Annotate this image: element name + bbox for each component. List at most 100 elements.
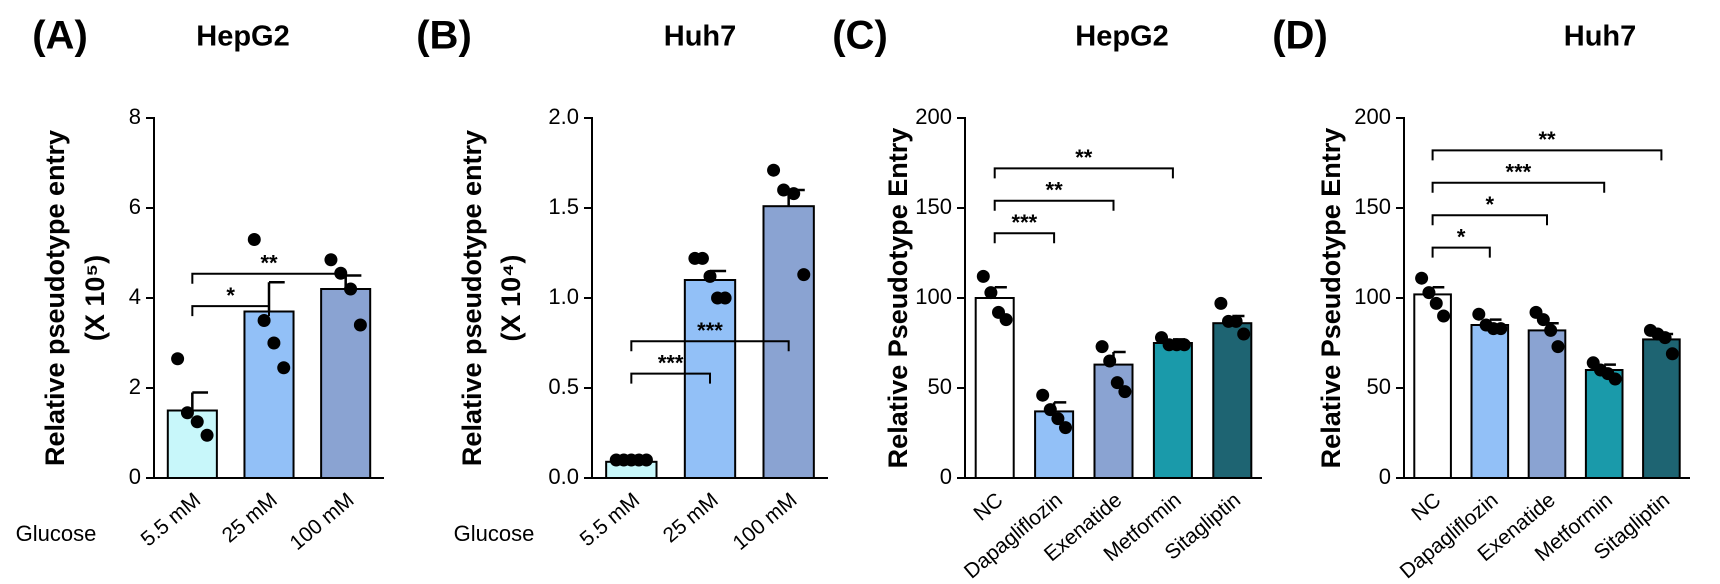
significance-bracket xyxy=(1431,149,1663,161)
data-point xyxy=(777,183,791,197)
data-point xyxy=(1544,323,1558,337)
y-tick-label: 6 xyxy=(129,194,141,219)
x-tick-label: 100 mM xyxy=(286,488,359,554)
significance-bracket xyxy=(1431,246,1491,258)
significance-bracket xyxy=(630,340,790,352)
data-point xyxy=(1095,340,1109,354)
significance-label: ** xyxy=(1538,127,1556,152)
significance-bracket xyxy=(993,199,1115,211)
y-tick-label: 0 xyxy=(1379,464,1391,489)
data-point xyxy=(257,314,271,327)
data-point xyxy=(247,233,261,246)
data-point xyxy=(1103,354,1117,368)
bar xyxy=(974,297,1015,479)
significance-label: *** xyxy=(697,318,723,343)
data-point xyxy=(180,406,194,420)
data-point xyxy=(1429,296,1443,310)
data-point xyxy=(171,352,185,366)
significance-bracket xyxy=(993,232,1056,244)
data-point xyxy=(1229,314,1243,328)
panel-label: (D) xyxy=(1272,14,1328,58)
y-axis-unit: (X 10⁵) xyxy=(80,255,110,341)
data-point xyxy=(1494,322,1508,336)
significance-label: * xyxy=(1457,224,1466,249)
data-point xyxy=(267,336,281,350)
data-point xyxy=(324,253,338,267)
data-point xyxy=(976,269,990,283)
bar xyxy=(1212,322,1253,480)
y-tick-label: 150 xyxy=(915,194,952,219)
x-tick-label: NC xyxy=(969,488,1007,525)
data-point xyxy=(200,428,214,442)
y-tick-label: 2.0 xyxy=(548,104,579,129)
panel-title: HepG2 xyxy=(196,21,289,53)
y-axis-label: Relative Pseudotype Entry xyxy=(883,128,913,469)
x-tick-label: Dapagliflozin xyxy=(1396,488,1503,583)
data-point xyxy=(1415,271,1429,285)
data-point xyxy=(1608,372,1622,386)
data-point xyxy=(639,453,653,467)
data-point xyxy=(1472,307,1486,321)
data-point xyxy=(1051,412,1065,426)
bar xyxy=(320,288,372,479)
data-point xyxy=(1059,421,1073,435)
x-tick-label: NC xyxy=(1407,488,1445,525)
data-point xyxy=(718,291,732,305)
x-tick-label: 25 mM xyxy=(659,488,723,547)
significance-bracket xyxy=(1431,214,1548,226)
y-tick-label: 0 xyxy=(129,464,141,489)
y-axis-unit: (X 10⁴) xyxy=(496,255,526,342)
x-tick-label: 25 mM xyxy=(218,488,282,547)
x-tick-label: 5.5 mM xyxy=(137,488,205,551)
significance-bracket xyxy=(1431,181,1606,193)
significance-bracket xyxy=(993,167,1174,179)
data-point xyxy=(767,163,781,177)
significance-label: ** xyxy=(1046,178,1064,203)
x-tick-label: 5.5 mM xyxy=(576,488,644,551)
bar xyxy=(1152,342,1193,479)
y-tick-label: 50 xyxy=(1367,374,1391,399)
data-point xyxy=(695,251,709,265)
panel-title: Huh7 xyxy=(1564,21,1637,53)
data-point xyxy=(190,415,204,429)
panel-label: (A) xyxy=(32,14,88,58)
data-point xyxy=(344,282,358,296)
x-axis-label: Glucose xyxy=(454,521,535,546)
y-tick-label: 150 xyxy=(1354,194,1391,219)
y-tick-label: 1.0 xyxy=(548,284,579,309)
error-bar xyxy=(191,391,209,411)
data-point xyxy=(984,286,998,300)
y-tick-label: 0.0 xyxy=(548,464,579,489)
y-axis-label: Relative Pseudotype Entry xyxy=(1316,128,1346,469)
y-tick-label: 1.5 xyxy=(548,194,579,219)
significance-label: *** xyxy=(658,350,684,375)
error-bar xyxy=(267,281,285,312)
data-point xyxy=(1043,403,1057,417)
y-tick-label: 50 xyxy=(928,374,952,399)
x-tick-label: 100 mM xyxy=(729,488,802,554)
bar xyxy=(1584,369,1624,479)
data-point xyxy=(703,269,717,283)
data-point xyxy=(1036,388,1050,402)
bar xyxy=(1470,324,1510,479)
data-point xyxy=(353,318,367,332)
y-axis-label: Relative pseudotype entry xyxy=(40,130,70,466)
y-tick-label: 100 xyxy=(915,284,952,309)
data-point xyxy=(1536,313,1550,327)
data-point xyxy=(1237,327,1251,341)
significance-label: * xyxy=(226,283,235,308)
bar xyxy=(1413,293,1452,479)
significance-bracket xyxy=(191,305,270,317)
panel-title: HepG2 xyxy=(1075,21,1168,53)
data-point xyxy=(1110,376,1124,390)
significance-label: ** xyxy=(1075,145,1093,170)
data-point xyxy=(1422,286,1436,300)
data-point xyxy=(1437,309,1451,323)
data-point xyxy=(1665,347,1679,361)
significance-bracket xyxy=(630,372,711,384)
y-tick-label: 100 xyxy=(1354,284,1391,309)
panel-label: (C) xyxy=(832,14,888,58)
data-point xyxy=(277,361,291,375)
bar xyxy=(1642,338,1681,479)
